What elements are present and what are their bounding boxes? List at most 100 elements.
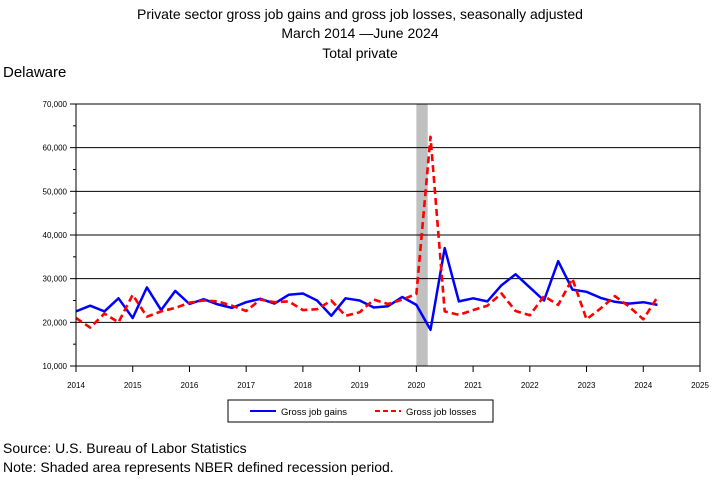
- data-point-losses: [160, 310, 162, 312]
- data-point-gains: [515, 273, 517, 275]
- data-point-gains: [571, 289, 573, 291]
- data-point-losses: [529, 314, 531, 316]
- chart-subtitle: Total private: [322, 45, 398, 61]
- data-point-gains: [614, 301, 616, 303]
- x-tick-label: 2022: [521, 381, 539, 390]
- data-point-losses: [345, 315, 347, 317]
- data-point-losses: [387, 303, 389, 305]
- data-point-losses: [118, 321, 120, 323]
- y-tick-label: 40,000: [43, 231, 68, 240]
- data-point-gains: [444, 247, 446, 249]
- data-point-gains: [89, 305, 91, 307]
- data-point-losses: [274, 301, 276, 303]
- data-point-losses: [501, 293, 503, 295]
- x-tick-label: 2023: [578, 381, 596, 390]
- data-point-losses: [486, 305, 488, 307]
- data-point-gains: [543, 300, 545, 302]
- data-point-losses: [302, 309, 304, 311]
- series-layer: [75, 135, 659, 332]
- data-point-losses: [288, 300, 290, 302]
- data-point-gains: [529, 286, 531, 288]
- data-point-gains: [302, 293, 304, 295]
- data-point-gains: [486, 300, 488, 302]
- y-tick-label: 30,000: [43, 275, 68, 284]
- data-point-gains: [557, 260, 559, 262]
- data-point-gains: [600, 297, 602, 299]
- data-point-losses: [543, 295, 545, 297]
- legend-label-gains: Gross job gains: [281, 407, 347, 418]
- data-point-losses: [401, 299, 403, 301]
- data-point-losses: [458, 314, 460, 316]
- data-point-gains: [288, 294, 290, 296]
- data-point-gains: [174, 290, 176, 292]
- data-point-losses: [89, 327, 91, 329]
- data-point-losses: [515, 310, 517, 312]
- data-point-losses: [174, 307, 176, 309]
- data-point-losses: [657, 296, 659, 298]
- data-point-gains: [373, 307, 375, 309]
- data-point-losses: [316, 308, 318, 310]
- data-point-losses: [444, 310, 446, 312]
- data-point-losses: [557, 304, 559, 306]
- x-tick-label: 2021: [464, 381, 482, 390]
- x-tick-label: 2020: [407, 381, 425, 390]
- data-point-losses: [330, 300, 332, 302]
- data-point-gains: [642, 301, 644, 303]
- x-tick-label: 2024: [634, 381, 652, 390]
- data-point-gains: [472, 297, 474, 299]
- data-point-losses: [614, 295, 616, 297]
- data-point-losses: [217, 300, 219, 302]
- data-point-gains: [146, 286, 148, 288]
- legend-box: [227, 399, 494, 423]
- data-point-gains: [501, 284, 503, 286]
- data-point-losses: [132, 294, 134, 296]
- data-point-losses: [231, 305, 233, 307]
- data-point-losses: [472, 309, 474, 311]
- x-tick-label: 2014: [67, 381, 85, 390]
- data-point-gains: [217, 303, 219, 305]
- data-point-losses: [373, 299, 375, 301]
- y-tick-label: 10,000: [43, 362, 68, 371]
- chart-title: Private sector gross job gains and gross…: [137, 6, 583, 22]
- data-point-gains: [132, 317, 134, 319]
- x-tick-label: 2025: [691, 381, 709, 390]
- data-point-gains: [316, 300, 318, 302]
- data-point-losses: [245, 310, 247, 312]
- data-point-losses: [203, 300, 205, 302]
- series-line-losses: [75, 135, 659, 329]
- data-point-gains: [628, 303, 630, 305]
- data-point-losses: [189, 302, 191, 304]
- y-tick-label: 60,000: [43, 144, 68, 153]
- data-point-losses: [259, 299, 261, 301]
- grid-layer: [76, 147, 700, 323]
- data-point-losses: [415, 293, 417, 295]
- chart-date-range: March 2014 —June 2024: [281, 25, 439, 41]
- data-point-gains: [458, 300, 460, 302]
- data-point-gains: [657, 304, 659, 306]
- source-note: Source: U.S. Bureau of Labor Statistics: [3, 440, 247, 456]
- data-point-gains: [245, 301, 247, 303]
- data-point-gains: [415, 304, 417, 306]
- data-point-gains: [401, 296, 403, 298]
- plot-frame: [75, 103, 701, 367]
- data-point-losses: [628, 306, 630, 308]
- data-point-losses: [103, 313, 105, 315]
- data-point-gains: [103, 310, 105, 312]
- data-point-losses: [586, 318, 588, 320]
- data-point-gains: [118, 297, 120, 299]
- x-tick-label: 2015: [124, 381, 142, 390]
- x-tick-label: 2018: [294, 381, 312, 390]
- data-point-losses: [430, 136, 432, 138]
- x-tick-label: 2019: [351, 381, 369, 390]
- data-point-gains: [387, 305, 389, 307]
- data-point-losses: [571, 278, 573, 280]
- y-tick-label: 20,000: [43, 318, 68, 327]
- data-point-losses: [359, 311, 361, 313]
- legend: Gross job gains Gross job losses: [227, 399, 494, 423]
- series-line-gains: [75, 246, 658, 332]
- data-point-gains: [359, 300, 361, 302]
- data-point-losses: [600, 307, 602, 309]
- data-point-gains: [430, 329, 432, 331]
- x-tick-label: 2017: [237, 381, 255, 390]
- axis-layer: 10,000 20,000 30,000 40,000 50,000 60,000 70,0…: [43, 100, 710, 390]
